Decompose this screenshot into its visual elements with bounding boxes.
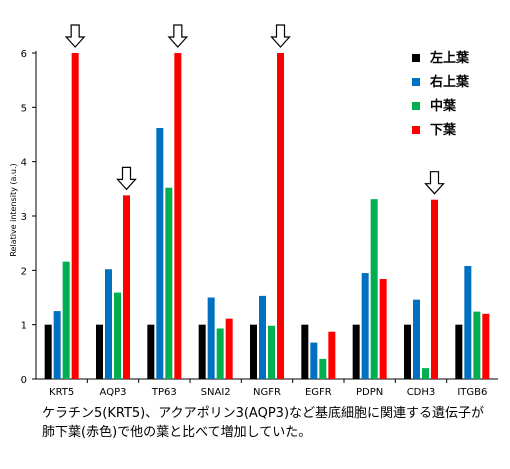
bar [455, 324, 463, 379]
x-tick-label: AQP3 [100, 387, 127, 398]
bar [361, 273, 369, 379]
bar [259, 295, 266, 379]
legend-label: 下葉 [430, 122, 457, 138]
down-arrow-icon [167, 24, 189, 48]
x-tick-label: NGFR [253, 387, 281, 398]
down-arrow-icon [424, 171, 445, 195]
bar [147, 324, 155, 379]
x-tick-label: EGFR [305, 387, 332, 398]
legend-label: 左上葉 [430, 50, 470, 66]
bar [53, 311, 61, 379]
bar [319, 358, 327, 379]
bar [96, 324, 103, 379]
y-tick-label: 1 [21, 321, 27, 332]
bar [174, 53, 182, 379]
bar [105, 269, 112, 379]
x-tick-label: SNAI2 [201, 387, 231, 398]
down-arrow-icon [270, 24, 291, 48]
y-tick-label: 2 [21, 266, 27, 277]
bar [404, 324, 411, 379]
bar [277, 53, 284, 379]
bar [44, 324, 52, 379]
y-axis: 0 1 2 3 4 5 6 [21, 49, 37, 386]
bar [328, 331, 336, 379]
down-arrow-icon [116, 166, 137, 191]
y-tick-label: 6 [21, 49, 27, 60]
bar [301, 324, 309, 379]
bar [156, 127, 164, 379]
bar [352, 324, 360, 379]
bar [473, 311, 481, 379]
y-tick-label: 3 [21, 212, 27, 223]
y-tick-label: 0 [21, 375, 27, 386]
down-arrow-icon [64, 24, 86, 48]
bar [62, 261, 70, 379]
legend-swatch [412, 54, 420, 62]
legend-swatch [412, 102, 420, 110]
bar [482, 313, 490, 379]
bar [464, 265, 472, 379]
caption: ケラチン5(KRT5)、アクアポリン3(AQP3)など基底細胞に関連する遺伝子が… [42, 404, 502, 442]
bar [413, 299, 420, 379]
x-axis: KRT5 AQP3 TP63 SNAI2 NGFR EGFR PDPN CDH3 ITGB6 [36, 378, 498, 398]
legend-label: 右上葉 [429, 74, 470, 90]
bar [225, 318, 233, 379]
bar [370, 199, 378, 379]
bar [71, 53, 79, 379]
x-tick-label: CDH3 [407, 387, 436, 398]
bar [216, 328, 224, 379]
bar [114, 292, 121, 379]
bar [431, 199, 438, 379]
y-tick-label: 5 [21, 103, 27, 114]
caption-line-1: ケラチン5(KRT5)、アクアポリン3(AQP3)など基底細胞に関連する遺伝子が [42, 406, 485, 421]
x-tick-label: PDPN [356, 387, 383, 398]
legend-label: 中葉 [430, 98, 457, 114]
bar [165, 187, 173, 379]
caption-line-2: 肺下葉(赤色)で他の葉と比べて増加していた。 [42, 425, 312, 440]
bar [250, 324, 257, 379]
x-tick-label: TP63 [151, 387, 177, 398]
x-tick-label: KRT5 [49, 387, 74, 398]
bar [123, 195, 130, 379]
bar [379, 279, 387, 379]
bars [44, 53, 490, 379]
bar [310, 342, 318, 379]
highlight-arrows [64, 24, 445, 195]
y-axis-label: Relative intensity (a.u.) [9, 163, 18, 256]
bar [422, 368, 429, 379]
bar [268, 325, 275, 379]
legend-swatch [412, 126, 420, 134]
bar [207, 297, 215, 379]
x-tick-label: ITGB6 [457, 387, 487, 398]
legend-swatch [412, 78, 420, 86]
y-tick-label: 4 [21, 158, 27, 169]
bar-chart: 0 1 2 3 4 5 6 KRT5 AQP3 TP63 SNAI2 NGFR EGFR PDPN CDH… [9, 24, 498, 398]
bar [198, 324, 206, 379]
